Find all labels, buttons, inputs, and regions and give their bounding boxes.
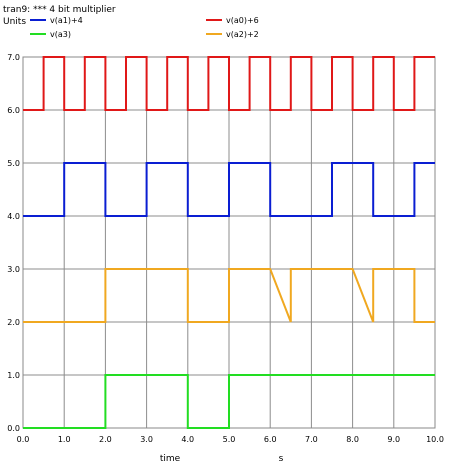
series-line-1 bbox=[23, 56, 435, 111]
y-tick-label: 2.0 bbox=[7, 318, 20, 327]
y-tick-label: 4.0 bbox=[7, 212, 20, 221]
x-tick-label: 6.0 bbox=[264, 435, 277, 444]
x-tick-label: 10.0 bbox=[426, 435, 444, 444]
x-tick-label: 8.0 bbox=[346, 435, 359, 444]
x-tick-label: 2.0 bbox=[99, 435, 112, 444]
series-layer bbox=[23, 56, 435, 429]
series-line-0 bbox=[23, 162, 435, 217]
y-tick-labels: 0.0 1.0 2.0 3.0 4.0 5.0 6.0 7.0 bbox=[7, 53, 20, 433]
y-tick-label: 6.0 bbox=[7, 106, 20, 115]
legend-label: v(a1)+4 bbox=[50, 16, 83, 25]
y-tick-label: 0.0 bbox=[7, 424, 20, 433]
y-axis-label: Units bbox=[3, 17, 26, 27]
chart-title: tran9: *** 4 bit multiplier bbox=[3, 5, 116, 15]
y-tick-label: 1.0 bbox=[7, 371, 20, 380]
x-tick-label: 9.0 bbox=[387, 435, 400, 444]
legend-label: v(a3) bbox=[50, 30, 71, 39]
series-line-3 bbox=[23, 268, 435, 323]
legend-label: v(a0)+6 bbox=[226, 16, 259, 25]
x-tick-labels: 0.0 1.0 2.0 3.0 4.0 5.0 6.0 7.0 8.0 9.0 10.0 bbox=[17, 435, 444, 444]
series-line-2 bbox=[23, 374, 435, 429]
y-tick-label: 5.0 bbox=[7, 159, 20, 168]
legend-label: v(a2)+2 bbox=[226, 30, 259, 39]
x-tick-label: 0.0 bbox=[17, 435, 30, 444]
legend: v(a1)+4 v(a3) v(a0)+6 v(a2)+2 bbox=[30, 16, 259, 39]
y-tick-label: 7.0 bbox=[7, 53, 20, 62]
x-tick-label: 4.0 bbox=[181, 435, 194, 444]
x-tick-label: 5.0 bbox=[223, 435, 236, 444]
grid bbox=[22, 56, 436, 429]
x-tick-label: 7.0 bbox=[305, 435, 318, 444]
x-tick-label: 1.0 bbox=[58, 435, 71, 444]
x-axis-unit: s bbox=[279, 454, 284, 464]
x-tick-label: 3.0 bbox=[140, 435, 153, 444]
x-axis-label: time bbox=[160, 454, 181, 464]
y-tick-label: 3.0 bbox=[7, 265, 20, 274]
